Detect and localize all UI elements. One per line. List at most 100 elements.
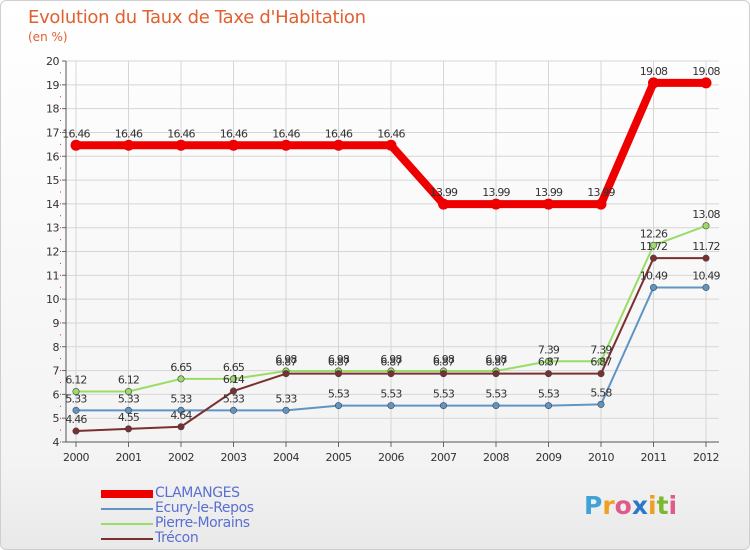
data-label: 13.08 [692,208,720,221]
data-point [649,254,657,262]
data-label: 6.14 [223,373,245,386]
data-point [125,388,133,396]
data-point [702,283,710,291]
data-label: 13.99 [430,186,458,199]
data-point [648,77,659,89]
x-tick-label: 2007 [431,451,457,464]
data-label: 6.87 [590,356,612,369]
x-tick-label: 2001 [116,451,142,464]
legend-swatch [101,507,153,510]
y-tick-label: 13 [46,222,59,235]
data-point [125,406,133,414]
data-point [72,406,80,414]
data-point [282,406,290,414]
x-tick-label: 2012 [693,451,719,464]
data-label: 16.46 [272,127,300,140]
data-point [70,139,82,151]
data-label: 19.08 [692,65,720,78]
x-tick-label: 2004 [273,451,299,464]
data-label: 16.46 [115,127,143,140]
y-tick-label: 7 [53,365,60,378]
data-label: 5.33 [118,392,140,405]
data-point [544,370,552,378]
y-tick-label: 19 [46,79,59,92]
x-tick-label: 2008 [483,451,509,464]
data-label: 6.87 [485,356,507,369]
series-lines [70,77,712,435]
data-label: 4.64 [170,409,192,422]
data-label: 16.46 [167,127,195,140]
y-tick-label: 12 [46,246,59,259]
data-point [597,400,605,408]
legend-item: CLAMANGES [101,486,254,501]
y-tick-label: 14 [46,198,59,211]
data-label: 6.65 [170,361,192,374]
legend-item: Pierre-Morains [101,516,254,531]
legend-swatch [101,522,153,525]
data-point [230,406,238,414]
data-point [595,198,607,210]
legend-item: Ecury-le-Repos [101,501,254,516]
data-label: 6.98 [380,353,402,366]
data-label: 13.99 [482,186,510,199]
data-label: 6.65 [223,361,245,374]
data-label: 7.39 [538,343,560,356]
data-label: 6.87 [433,356,455,369]
x-tick-label: 2009 [536,451,562,464]
data-point [334,370,342,378]
data-label: 11.72 [692,240,720,253]
y-tick-label: 11 [46,269,59,282]
logo-letter: t [656,491,669,520]
data-point [543,198,554,210]
data-label: 10.49 [692,269,720,282]
data-label: 5.33 [275,392,297,405]
data-labels: 16.46 16.46 16.46 16.46 16.46 16.46 16.46 13.99… [62,65,721,426]
data-point [439,370,447,378]
data-label: 16.46 [220,127,248,140]
data-point [544,357,552,365]
proxiti-logo: Proxiti [584,491,677,520]
data-point [387,370,395,378]
data-label: 6.12 [118,374,139,387]
data-label: 12.26 [640,227,668,240]
data-point [177,406,185,414]
y-tick-label: 15 [46,174,59,187]
data-point [334,402,342,410]
data-label: 5.58 [590,386,612,399]
x-tick-label: 2010 [588,451,614,464]
legend-item: Trécon [101,531,254,546]
x-tick-label: 2000 [63,451,89,464]
data-label: 16.46 [62,127,90,140]
data-point [230,375,238,383]
y-tick-label: 16 [46,150,59,163]
data-label: 4.46 [65,413,87,426]
data-point [177,375,185,383]
data-point [333,139,344,151]
logo-letter: r [602,491,615,520]
y-tick-label: 4 [53,436,60,449]
data-point [702,222,710,230]
data-label: 5.53 [485,388,507,401]
logo-letter: P [584,491,603,520]
data-point [385,139,397,151]
data-label: 16.46 [377,127,405,140]
legend-swatch [101,537,153,540]
data-point [597,370,605,378]
chart-subtitle: (en %) [28,30,68,44]
data-point [544,402,552,410]
x-tick-label: 2003 [221,451,247,464]
data-label: 6.98 [275,353,297,366]
y-tick-label: 5 [53,412,60,425]
data-point [177,423,185,431]
data-label: 7.39 [590,343,612,356]
data-label: 5.53 [433,388,455,401]
data-point [230,387,238,395]
data-point [123,139,134,151]
data-label: 11.72 [640,240,668,253]
data-label: 6.87 [275,356,297,369]
data-point [597,357,605,365]
legend-label: Ecury-le-Repos [155,500,254,516]
data-point [387,402,395,410]
data-label: 6.98 [328,353,350,366]
